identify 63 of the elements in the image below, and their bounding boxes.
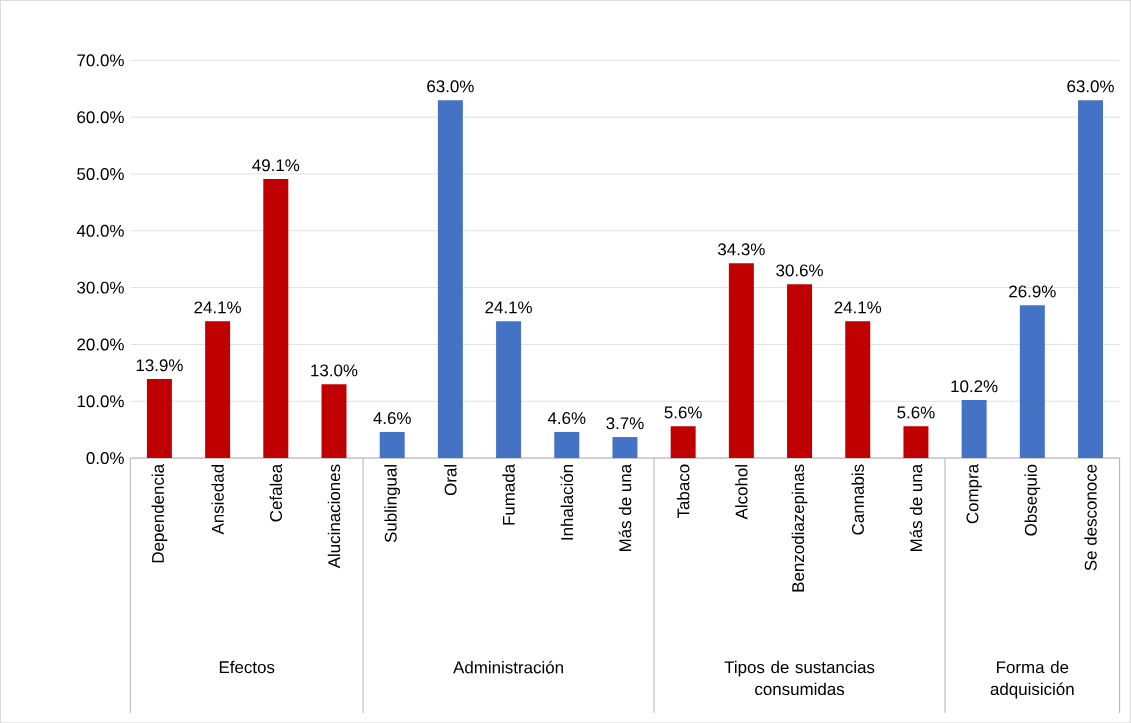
x-tick-label: Oral bbox=[444, 464, 457, 495]
data-label: 4.6% bbox=[373, 411, 411, 424]
data-label: 63.0% bbox=[1067, 80, 1114, 93]
bar bbox=[845, 321, 871, 458]
y-tick-label: 0.0% bbox=[86, 451, 124, 464]
bar bbox=[496, 321, 522, 458]
bar bbox=[146, 378, 172, 458]
bar bbox=[263, 178, 289, 458]
x-tick-label: Obsequio bbox=[1024, 464, 1041, 536]
data-label: 49.1% bbox=[252, 159, 300, 172]
x-tick-label: Compra bbox=[966, 463, 982, 524]
bar bbox=[612, 436, 638, 458]
bar bbox=[728, 263, 754, 458]
data-label: 63.0% bbox=[427, 80, 474, 93]
data-label: 26.9% bbox=[1009, 285, 1056, 298]
text: Administración bbox=[453, 660, 563, 674]
text: Efectos bbox=[219, 660, 275, 674]
x-tick-label: Fumada bbox=[502, 463, 515, 525]
data-label: 5.6% bbox=[897, 406, 935, 419]
x-tick-label: Sublingual bbox=[384, 464, 401, 543]
bar bbox=[205, 321, 231, 458]
x-tick-label: Alucinaciones bbox=[327, 464, 341, 569]
x-tick-label: Dependencia bbox=[151, 463, 168, 563]
bar bbox=[903, 426, 929, 458]
x-tick-label: Ansiedad bbox=[211, 464, 224, 535]
text: Forma de adquisición bbox=[990, 660, 1074, 699]
x-tick-label: Benzodiazepinas bbox=[791, 464, 808, 592]
x-tick-label: Más de una bbox=[618, 463, 632, 551]
bar bbox=[437, 99, 463, 458]
y-tick-label: 30.0% bbox=[77, 281, 124, 294]
bar bbox=[321, 384, 347, 458]
bar bbox=[1078, 99, 1104, 458]
data-label: 10.2% bbox=[951, 380, 998, 393]
bar bbox=[670, 426, 696, 458]
bar bbox=[787, 284, 813, 458]
data-label: 34.3% bbox=[718, 243, 765, 256]
bar bbox=[379, 431, 405, 458]
y-tick-label: 60.0% bbox=[77, 111, 124, 124]
x-tick-label: Cannabis bbox=[851, 464, 864, 535]
data-label: 24.1% bbox=[485, 301, 532, 314]
bar bbox=[554, 431, 580, 458]
data-label: 4.6% bbox=[547, 411, 586, 424]
y-tick-label: 20.0% bbox=[77, 338, 124, 351]
data-label: 5.6% bbox=[664, 406, 702, 419]
x-tick-label: Se desconoce bbox=[1084, 464, 1097, 571]
data-label: 30.6% bbox=[776, 264, 823, 277]
x-tick-label: Cefalea bbox=[269, 463, 283, 522]
y-tick-label: 70.0% bbox=[77, 54, 124, 67]
x-tick-label: Alcohol bbox=[735, 464, 748, 520]
y-tick-label: 40.0% bbox=[76, 224, 124, 237]
bar bbox=[1019, 305, 1045, 458]
x-tick-label: Inhalación bbox=[560, 464, 574, 540]
text: Tipos de sustancias consumidas bbox=[724, 660, 875, 695]
data-label: 24.1% bbox=[834, 301, 882, 314]
x-tick-label: Tabaco bbox=[676, 464, 690, 518]
bar bbox=[961, 399, 987, 458]
y-tick-label: 10.0% bbox=[77, 395, 124, 408]
data-label: 24.1% bbox=[194, 301, 241, 314]
data-label: 3.7% bbox=[606, 417, 644, 430]
data-label: 13.9% bbox=[136, 359, 183, 372]
x-tick-label: Más de una bbox=[909, 463, 923, 551]
y-tick-label: 50.0% bbox=[77, 167, 124, 180]
data-label: 13.0% bbox=[311, 364, 358, 377]
